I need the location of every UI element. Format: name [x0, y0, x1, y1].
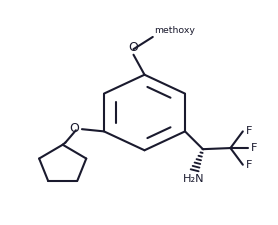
Text: methoxy: methoxy [154, 26, 195, 35]
Text: O: O [128, 40, 138, 54]
Text: F: F [245, 160, 252, 170]
Text: H₂N: H₂N [183, 174, 204, 184]
Text: F: F [251, 143, 258, 153]
Text: F: F [245, 126, 252, 136]
Text: O: O [69, 122, 79, 135]
